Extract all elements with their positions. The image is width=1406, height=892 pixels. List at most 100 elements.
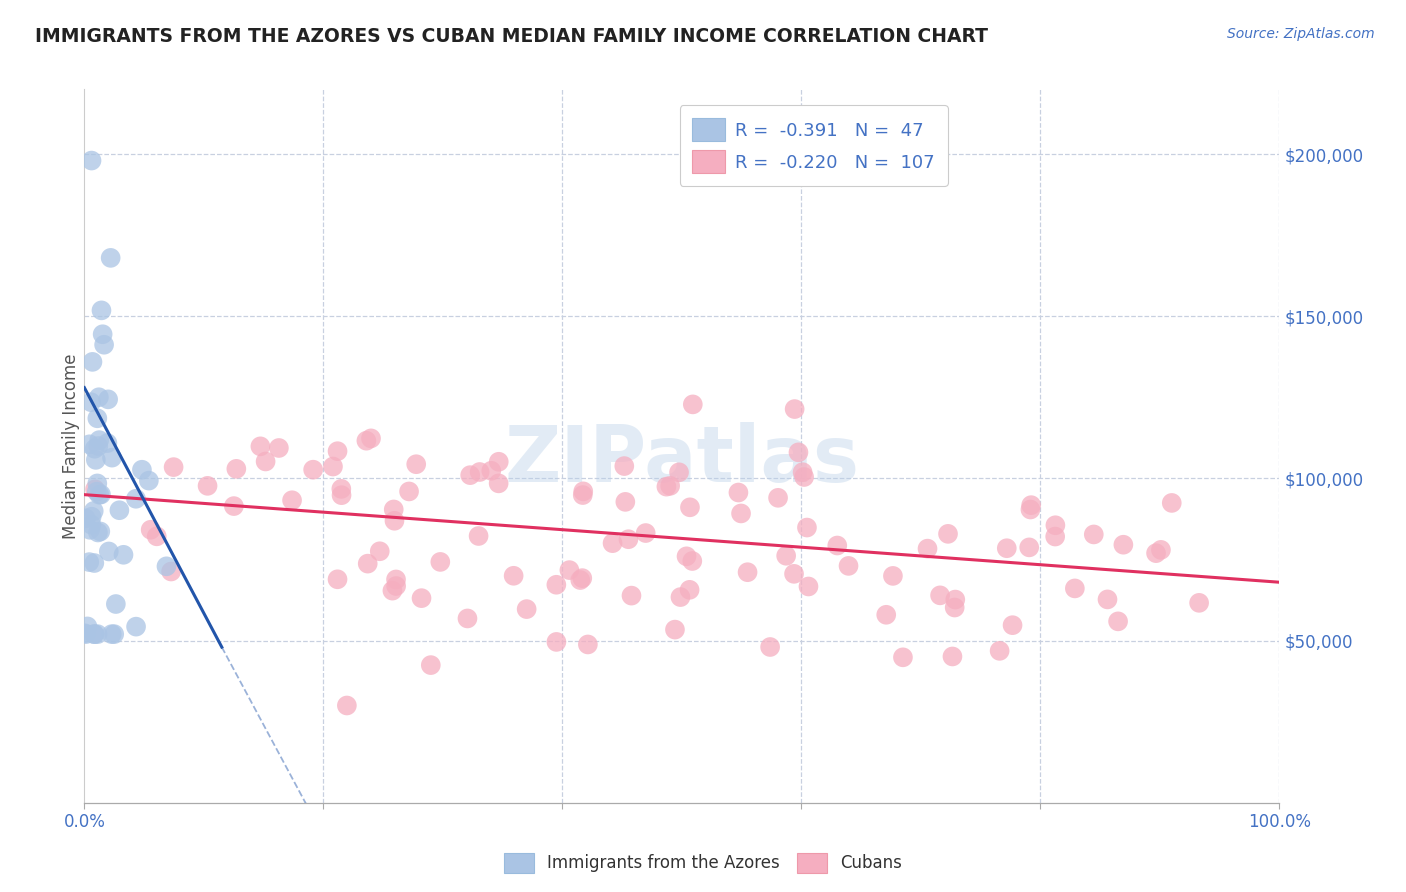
Text: Source: ZipAtlas.com: Source: ZipAtlas.com — [1227, 27, 1375, 41]
Point — [468, 465, 491, 479]
Point — [84, 453, 107, 467]
Point — [281, 493, 304, 508]
Point — [995, 541, 1018, 556]
Point — [792, 465, 814, 479]
Point — [89, 433, 111, 447]
Point — [76, 619, 98, 633]
Point — [614, 495, 637, 509]
Point — [875, 607, 897, 622]
Point — [249, 439, 271, 453]
Point — [86, 627, 108, 641]
Point — [943, 600, 966, 615]
Point — [516, 602, 538, 616]
Point — [730, 507, 752, 521]
Point — [1150, 542, 1173, 557]
Point — [90, 487, 112, 501]
Point — [326, 572, 349, 586]
Point — [546, 635, 568, 649]
Point — [775, 549, 797, 563]
Point — [103, 627, 125, 641]
Point — [112, 548, 135, 562]
Point — [456, 611, 478, 625]
Point — [669, 590, 692, 604]
Point — [943, 592, 966, 607]
Point — [83, 627, 105, 641]
Point — [87, 439, 110, 453]
Point — [1063, 582, 1085, 596]
Point — [634, 526, 657, 541]
Point — [96, 436, 118, 450]
Legend: Immigrants from the Azores, Cubans: Immigrants from the Azores, Cubans — [498, 847, 908, 880]
Point — [357, 557, 380, 571]
Point — [467, 529, 489, 543]
Point — [89, 524, 111, 539]
Point — [787, 445, 810, 459]
Point — [655, 480, 678, 494]
Point — [678, 582, 700, 597]
Point — [727, 485, 749, 500]
Point — [82, 355, 104, 369]
Point — [558, 563, 581, 577]
Point — [267, 441, 290, 455]
Point — [1112, 538, 1135, 552]
Point — [155, 559, 177, 574]
Point — [797, 579, 820, 593]
Point — [93, 337, 115, 351]
Point — [1001, 618, 1024, 632]
Point — [83, 627, 105, 641]
Point — [356, 434, 378, 448]
Point — [91, 327, 114, 342]
Point — [368, 544, 391, 558]
Point — [419, 658, 441, 673]
Point — [1083, 527, 1105, 541]
Point — [917, 541, 939, 556]
Point — [759, 640, 782, 654]
Point — [326, 444, 349, 458]
Point — [75, 511, 97, 525]
Point — [681, 554, 703, 568]
Point — [86, 476, 108, 491]
Point — [488, 455, 510, 469]
Point — [1045, 518, 1067, 533]
Point — [1043, 530, 1066, 544]
Point — [1019, 498, 1042, 512]
Point — [796, 520, 818, 534]
Point — [668, 465, 690, 479]
Text: IMMIGRANTS FROM THE AZORES VS CUBAN MEDIAN FAMILY INCOME CORRELATION CHART: IMMIGRANTS FROM THE AZORES VS CUBAN MEDI… — [35, 27, 988, 45]
Point — [79, 555, 101, 569]
Point — [384, 514, 406, 528]
Point — [405, 457, 427, 471]
Point — [125, 491, 148, 506]
Point — [488, 476, 510, 491]
Point — [86, 411, 108, 425]
Point — [139, 523, 162, 537]
Legend: R =  -0.391   N =  47, R =  -0.220   N =  107: R = -0.391 N = 47, R = -0.220 N = 107 — [679, 105, 948, 186]
Point — [1097, 592, 1119, 607]
Point — [664, 623, 686, 637]
Point — [1144, 546, 1167, 560]
Point — [569, 573, 592, 587]
Point — [941, 649, 963, 664]
Point — [385, 573, 408, 587]
Point — [162, 460, 184, 475]
Point — [838, 558, 860, 573]
Text: ZIPatlas: ZIPatlas — [505, 422, 859, 499]
Point — [83, 504, 105, 518]
Point — [679, 500, 702, 515]
Point — [360, 431, 382, 445]
Point — [80, 517, 103, 532]
Point — [97, 392, 120, 407]
Point — [97, 544, 120, 558]
Point — [988, 644, 1011, 658]
Point — [620, 589, 643, 603]
Point — [783, 566, 806, 581]
Point — [659, 479, 682, 493]
Point — [891, 650, 914, 665]
Point — [225, 462, 247, 476]
Point — [571, 571, 593, 585]
Point — [330, 488, 353, 502]
Point — [546, 578, 568, 592]
Point — [382, 502, 405, 516]
Point — [84, 483, 107, 497]
Point — [766, 491, 789, 505]
